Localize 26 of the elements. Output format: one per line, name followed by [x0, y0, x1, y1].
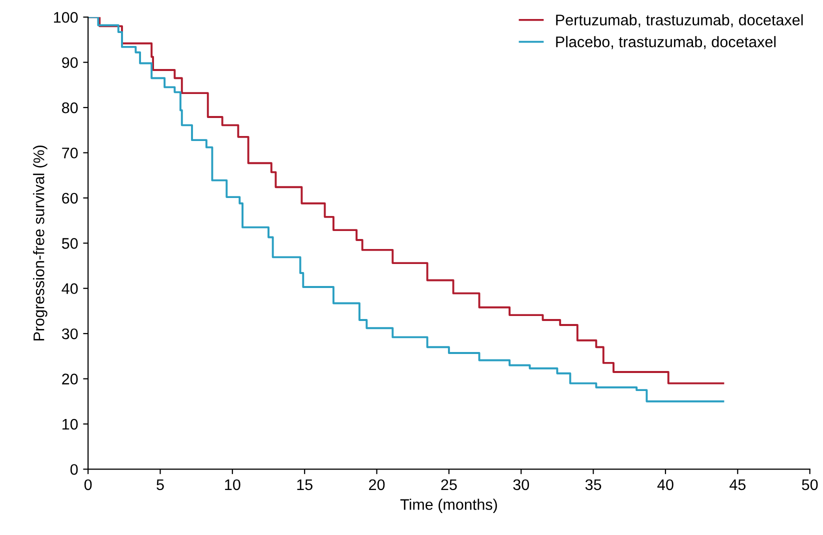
legend-label: Pertuzumab, trastuzumab, docetaxel [556, 14, 803, 28]
x-tick-label: 0 [84, 479, 92, 490]
y-tick-label: 70 [62, 148, 78, 158]
y-tick-label: 0 [70, 464, 78, 475]
x-tick-label: 45 [730, 479, 746, 490]
y-tick-label: 50 [62, 238, 78, 249]
y-tick-label: 60 [62, 192, 78, 204]
x-axis-title: Time (months) [400, 498, 497, 513]
x-tick-label: 10 [225, 479, 240, 490]
x-tick-label: 50 [802, 479, 818, 490]
y-axis-title: Progression-free survival (%) [33, 146, 48, 340]
x-tick-label: 25 [441, 479, 457, 490]
y-tick-label: 90 [62, 57, 78, 68]
y-tick-label: 40 [62, 283, 78, 294]
legend-label: Placebo, trastuzumab, docetaxel [556, 36, 776, 50]
x-tick-label: 30 [513, 479, 530, 490]
y-tick-label: 10 [62, 418, 78, 430]
y-tick-label: 30 [62, 328, 78, 340]
x-tick-label: 20 [369, 479, 385, 490]
y-tick-label: 100 [54, 12, 78, 23]
x-tick-label: 35 [585, 479, 602, 490]
x-tick-label: 40 [657, 479, 674, 490]
x-tick-label: 5 [156, 479, 164, 490]
y-tick-label: 80 [62, 102, 78, 114]
x-tick-label: 15 [297, 479, 312, 490]
y-tick-label: 20 [62, 374, 78, 384]
